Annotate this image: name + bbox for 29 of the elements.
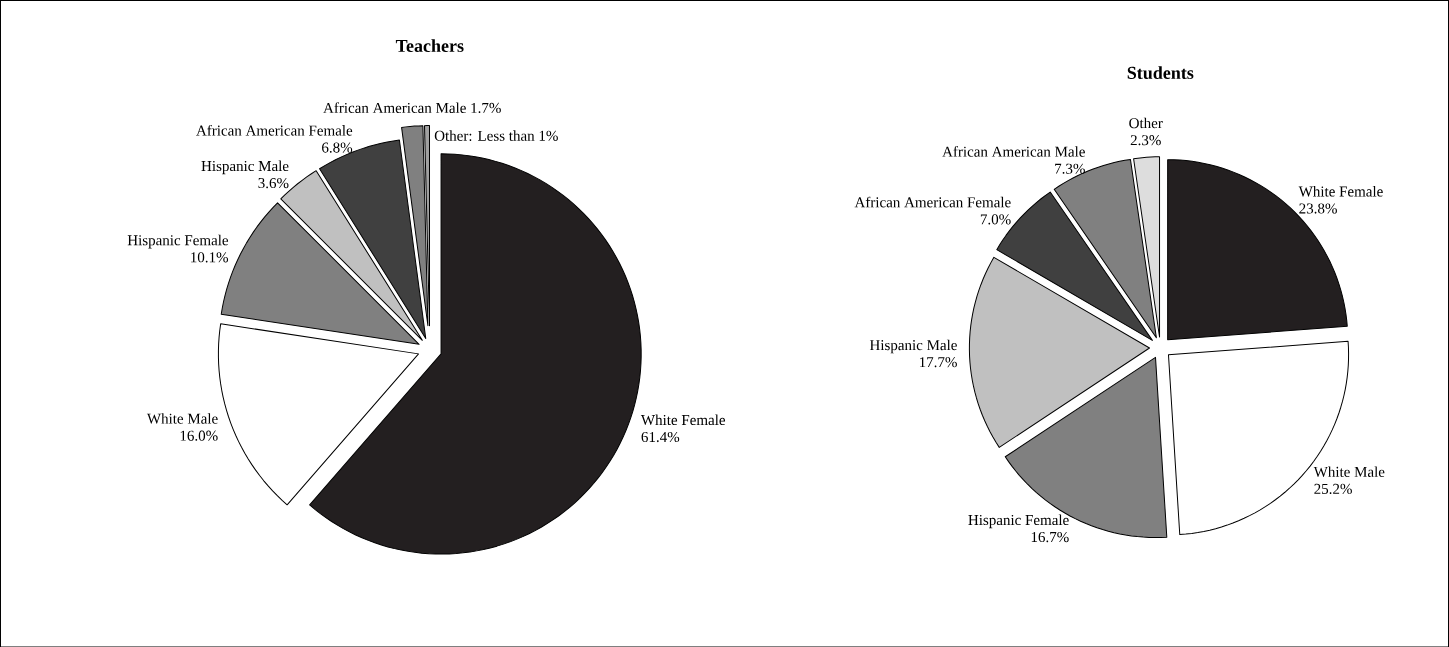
data-label: 2.3% xyxy=(1130,134,1161,146)
data-label: 16.7% xyxy=(1031,531,1069,542)
data-label: 6.8% xyxy=(322,142,353,153)
data-label: 10.1% xyxy=(191,252,229,263)
chart-title: Teachers xyxy=(395,39,464,52)
slice-label: Hispanic Female xyxy=(127,234,229,249)
slice-label: Other xyxy=(1129,117,1163,129)
slice-label: White Male xyxy=(146,412,218,424)
slice-label: African American Male xyxy=(323,102,466,113)
data-label: 3.6% xyxy=(258,177,289,188)
data-label: 16.0% xyxy=(180,430,218,441)
slice-label: Hispanic Male xyxy=(869,339,957,354)
slice-label: African American Male xyxy=(942,145,1085,157)
slice-label: African American Female xyxy=(196,124,353,136)
slice-label: White Female xyxy=(640,414,726,425)
slice-label: African American Female xyxy=(854,196,1011,208)
slice-label: Hispanic Female xyxy=(968,514,1069,528)
data-label: 1.7% xyxy=(471,102,501,113)
data-label: 7.0% xyxy=(980,214,1011,225)
data-label: 25.2% xyxy=(1314,483,1352,494)
data-label: 17.7% xyxy=(919,356,957,368)
chart-title: Students xyxy=(1127,66,1194,79)
data-label: 7.3% xyxy=(1055,163,1085,174)
data-label: 61.4% xyxy=(641,431,680,442)
slice-label: Hispanic Male xyxy=(201,160,289,174)
slice-label: White Female xyxy=(1298,185,1383,197)
slice-label: Other: Less than 1% xyxy=(434,130,558,141)
data-label: 23.8% xyxy=(1299,203,1337,214)
slice-label: White Male xyxy=(1313,466,1385,477)
